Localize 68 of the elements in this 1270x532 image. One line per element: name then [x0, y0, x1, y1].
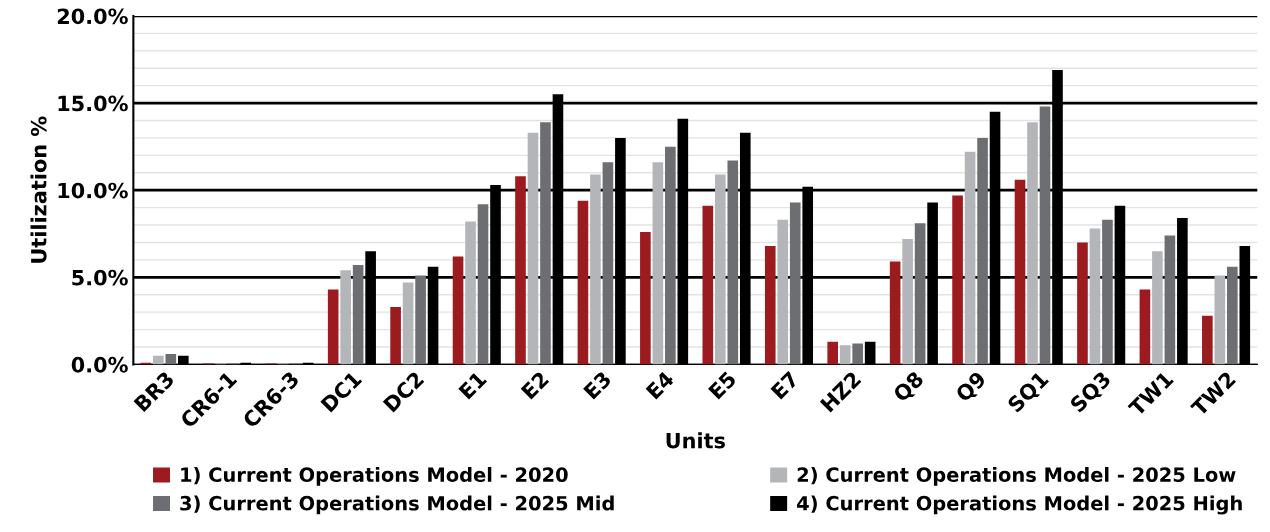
bar	[952, 195, 963, 365]
x-tick-label: Q8	[892, 370, 927, 405]
bar	[465, 221, 476, 365]
bar	[390, 306, 401, 365]
bar	[1102, 219, 1113, 365]
x-tick-label: E4	[645, 370, 675, 400]
bar	[914, 223, 926, 365]
bar	[1014, 179, 1026, 365]
bar	[1202, 315, 1213, 365]
bar	[577, 200, 589, 365]
y-axis-title: Utilization %	[30, 116, 47, 263]
y-tick-label: 10.0%	[58, 182, 128, 199]
bar	[764, 245, 776, 365]
legend-label: 2) Current Operations Model - 2025 Low	[797, 466, 1236, 486]
x-tick-label: Q9	[954, 370, 989, 405]
bar	[178, 355, 189, 365]
bar	[602, 162, 614, 365]
legend-label: 1) Current Operations Model - 2020	[181, 466, 568, 486]
bar	[1214, 275, 1226, 365]
bar	[527, 132, 539, 365]
bar	[590, 174, 601, 365]
bar	[702, 205, 714, 365]
bar	[1077, 242, 1088, 365]
bar	[852, 343, 863, 365]
bar	[864, 341, 876, 365]
bar	[327, 289, 339, 365]
bar	[827, 341, 838, 365]
bar	[452, 256, 464, 365]
bar	[977, 137, 988, 365]
bar	[652, 162, 664, 365]
bar	[1152, 251, 1163, 365]
x-axis-title: Units	[666, 432, 725, 449]
bar	[352, 265, 364, 365]
bar	[889, 261, 901, 365]
legend-label: 4) Current Operations Model - 2025 High	[797, 495, 1242, 515]
bar	[402, 282, 414, 365]
x-tick-label: E5	[708, 370, 737, 400]
bar	[1027, 122, 1038, 365]
bar	[153, 355, 164, 365]
bar	[789, 202, 801, 365]
bar	[640, 232, 651, 365]
y-tick-label: 0.0%	[71, 356, 128, 373]
x-tick-label: E7	[770, 370, 800, 400]
x-tick-label: E1	[458, 370, 487, 400]
bar	[665, 146, 676, 365]
bar	[515, 176, 526, 365]
y-tick-label: 5.0%	[72, 269, 128, 286]
bar	[727, 160, 739, 365]
bar	[1164, 235, 1176, 365]
bar	[1227, 266, 1238, 365]
y-tick-label: 20.0%	[57, 8, 128, 25]
bar	[1139, 289, 1151, 365]
bar	[1039, 106, 1051, 365]
bar	[540, 122, 551, 365]
bar	[477, 204, 489, 365]
bar	[165, 353, 177, 365]
bar	[714, 174, 726, 365]
bar	[340, 270, 351, 365]
y-tick-label: 15.0%	[58, 95, 128, 112]
bar	[1089, 228, 1101, 365]
bar	[839, 345, 851, 365]
bar	[902, 238, 913, 365]
legend-label: 3) Current Operations Model - 2025 Mid	[180, 495, 614, 515]
bar	[415, 275, 426, 365]
x-tick-label: E3	[582, 370, 612, 400]
bar	[777, 219, 789, 365]
bar	[964, 151, 976, 365]
x-tick-label: E2	[520, 370, 550, 400]
